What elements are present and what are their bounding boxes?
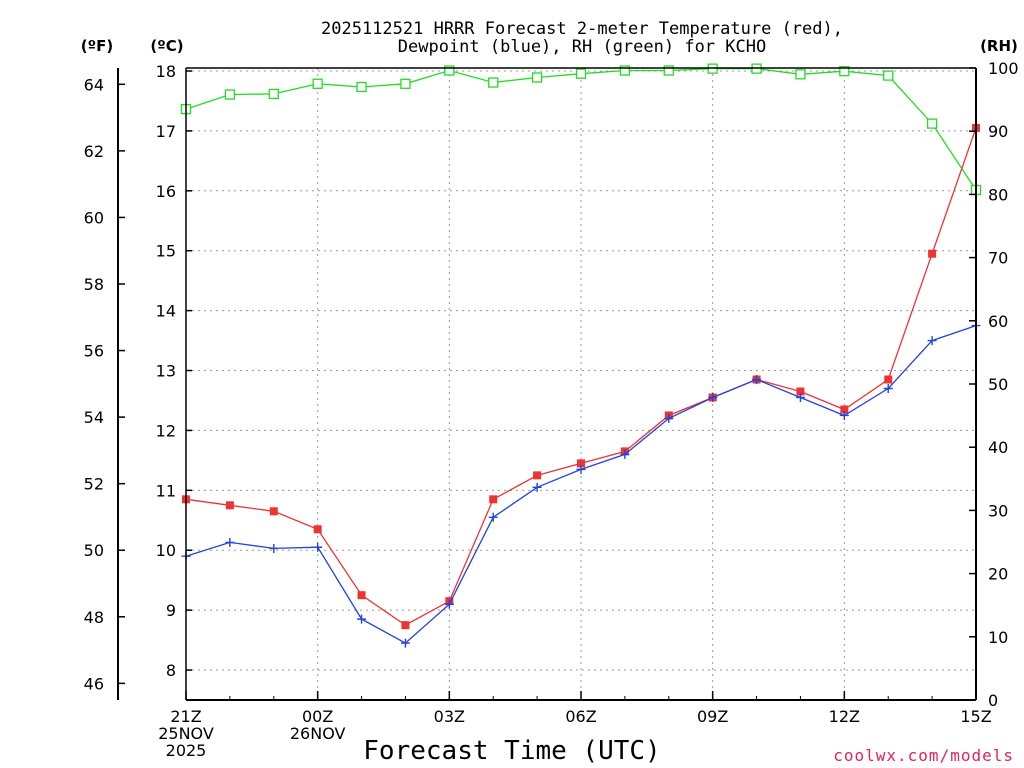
celsius-tick-label: 14 [156,302,176,321]
dewpoint-marker [576,464,586,474]
celsius-tick-label: 16 [156,182,176,201]
dewpoint-line [185,324,977,644]
credit-label: coolwx.com/models [833,746,1014,765]
rh-tick-label: 80 [988,185,1008,204]
celsius-tick-label: 13 [156,362,176,381]
fahrenheit-tick-label: 46 [84,674,104,693]
rh-marker [356,81,367,93]
axes-ticks: 8 9 10 11 12 13 14 15 16 17 18 46 48 50 52 54 56 58 60 62 64… [84,59,1019,760]
temperature-marker [884,375,893,384]
rh-marker [444,65,455,76]
temperature-line [185,127,977,626]
dewpoint-marker [225,537,235,547]
fahrenheit-tick-label: 64 [84,75,104,94]
fahrenheit-tick-label: 60 [84,208,104,227]
rh-marker [312,78,323,89]
rh-tick-label: 20 [988,565,1008,584]
rh-tick-label: 50 [988,375,1008,394]
dewpoint-marker [795,392,805,402]
temperature-marker [577,459,585,468]
x-axis-label: Forecast Time (UTC) [363,736,660,766]
temperature-marker [533,471,542,480]
dewpoint-marker [708,392,718,402]
celsius-tick-label: 11 [156,481,176,500]
fahrenheit-tick-label: 58 [84,275,104,294]
celsius-tick-label: 8 [166,661,176,680]
dewpoint-marker [839,410,849,420]
rh-tick-label: 10 [988,628,1008,647]
rh-tick-label: 40 [988,438,1008,457]
celsius-tick-label: 10 [156,541,176,560]
rh-marker [575,68,587,79]
temperature-marker [796,387,805,396]
x-tick-label: 15Z [960,707,991,726]
dewpoint-marker [269,543,279,553]
fahrenheit-tick-label: 54 [84,408,104,427]
rh-tick-label: 70 [988,249,1008,268]
x-tick-label: 25NOV [158,724,214,743]
rh-marker [488,77,499,88]
dewpoint-marker [927,336,937,346]
rh-marker [400,78,411,89]
temperature-marker [269,507,278,516]
temperature-marker [928,249,937,258]
dewpoint-marker [313,542,323,552]
celsius-tick-label: 17 [156,122,176,141]
dewpoint-marker [400,638,410,648]
temperature-marker [401,621,410,630]
fahrenheit-tick-label: 48 [84,608,104,627]
dewpoint-marker [664,413,674,423]
temperature-marker [840,405,849,414]
fahrenheit-tick-label: 62 [84,142,104,161]
temperature-marker [489,495,498,504]
temperature-marker [313,525,322,534]
grid-lines [186,68,976,700]
x-tick-label: 26NOV [290,724,346,743]
dewpoint-marker [444,599,454,609]
rh-tick-label: 90 [988,122,1008,141]
fahrenheit-tick-label: 52 [84,475,104,494]
celsius-tick-label: 12 [156,421,176,440]
rh-unit-label: (RH) [980,37,1018,55]
dewpoint-marker [752,375,762,385]
x-tick-label: 2025 [166,741,207,760]
rh-tick-label: 0 [988,691,998,710]
dewpoint-marker [883,383,893,393]
rh-marker [619,65,631,76]
rh-marker [795,69,806,80]
fahrenheit-unit-label: (ºF) [81,37,113,55]
x-tick-label: 21Z [170,707,201,726]
fahrenheit-tick-label: 56 [84,342,104,361]
rh-marker [531,72,543,83]
rh-marker [663,65,674,76]
celsius-tick-label: 9 [166,601,176,620]
fahrenheit-tick-label: 50 [84,541,104,560]
rh-marker [839,66,850,77]
chart-title-line-2: Dewpoint (blue), RH (green) for KCHO [398,37,766,57]
dewpoint-marker [357,614,367,624]
celsius-tick-label: 18 [156,62,176,81]
rh-tick-label: 30 [988,501,1008,520]
temperature-marker [357,591,366,600]
x-tick-label: 03Z [434,707,465,726]
x-tick-label: 09Z [697,707,728,726]
x-tick-label: 06Z [565,707,596,726]
rh-marker [883,70,894,81]
chart-title-line-1: 2025112521 HRRR Forecast 2-meter Tempera… [321,19,843,39]
rh-tick-label: 100 [988,59,1019,78]
rh-tick-label: 60 [988,312,1008,331]
dewpoint-marker [532,482,542,492]
dewpoint-marker [620,449,630,459]
celsius-tick-label: 15 [156,242,176,261]
temperature-marker [225,501,234,510]
x-tick-label: 12Z [829,707,860,726]
x-tick-label: 00Z [302,707,333,726]
celsius-unit-label: (ºC) [150,37,183,55]
rh-marker [926,118,938,129]
rh-marker [268,88,279,100]
dewpoint-marker [488,512,498,522]
rh-marker [224,89,236,100]
